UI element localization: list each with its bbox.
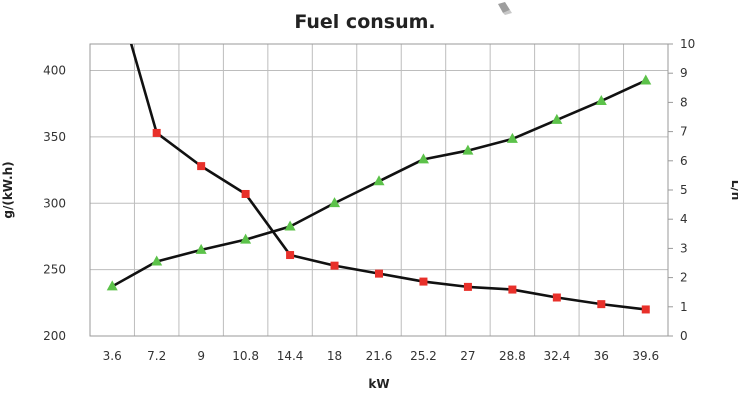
x-axis-tick-label: 9 xyxy=(197,349,205,363)
right-axis-tick-label: 7 xyxy=(680,125,688,139)
series-2-point xyxy=(195,243,207,254)
right-axis-tick-label: 4 xyxy=(680,212,688,226)
left-axis-ticks: 200 250 300 350 400 xyxy=(43,64,66,343)
series-1-point xyxy=(641,305,650,314)
series-1-point xyxy=(375,269,383,278)
series-2-point xyxy=(240,233,252,244)
series-1-point xyxy=(508,285,517,294)
left-axis-tick-label: 250 xyxy=(43,263,66,277)
series-2-point xyxy=(506,132,518,143)
series-2-point xyxy=(595,94,607,105)
series-1-point xyxy=(330,261,339,270)
series-1-point xyxy=(463,282,472,291)
right-axis-tick-label: 10 xyxy=(680,37,695,51)
x-axis-tick-label: 39.6 xyxy=(632,349,659,363)
series-2-point xyxy=(151,255,163,266)
x-axis-tick-label: 18 xyxy=(327,349,342,363)
series-2-point xyxy=(106,280,118,291)
gridlines xyxy=(90,44,668,337)
series-2-point xyxy=(373,175,385,186)
right-axis-tick-label: 1 xyxy=(680,300,688,314)
x-axis-ticks: 3.6 7.2 9 10.8 14.4 18 21.6 25.2 27 28.8 32.4 36 39.… xyxy=(103,349,659,363)
x-axis-label: kW xyxy=(368,377,389,391)
right-axis-tick-label: 2 xyxy=(680,271,688,285)
x-axis-tick-label: 28.8 xyxy=(499,349,526,363)
x-axis-tick-label: 36 xyxy=(594,349,609,363)
right-axis-label: L/h xyxy=(729,180,738,201)
series-1-point xyxy=(597,300,606,309)
x-axis-tick-label: 7.2 xyxy=(147,349,166,363)
x-axis-tick-label: 21.6 xyxy=(366,349,393,363)
left-axis-tick-label: 300 xyxy=(43,196,66,210)
x-axis-tick-label: 3.6 xyxy=(103,349,122,363)
x-axis-tick-label: 10.8 xyxy=(232,349,259,363)
series-1 xyxy=(129,44,650,314)
series-1-point xyxy=(552,293,561,302)
series-2-point xyxy=(462,144,474,155)
series-layer xyxy=(106,44,652,314)
series-1-point xyxy=(197,162,206,171)
series-1-point xyxy=(152,128,161,137)
left-axis-tick-label: 350 xyxy=(43,130,66,144)
left-axis-tick-label: 200 xyxy=(43,329,66,343)
x-axis-tick-label: 14.4 xyxy=(277,349,304,363)
decorative-stamp-icon xyxy=(498,2,512,15)
right-axis-tick-label: 0 xyxy=(680,329,688,343)
x-axis-tick-label: 32.4 xyxy=(543,349,570,363)
series-2-point xyxy=(551,113,563,124)
right-axis-tick-label: 3 xyxy=(680,241,688,255)
series-1-line xyxy=(129,44,646,311)
series-1-point xyxy=(241,189,250,198)
right-axis-tick-label: 5 xyxy=(680,183,688,197)
series-2-point xyxy=(417,153,429,164)
right-axis-tick-label: 9 xyxy=(680,66,688,80)
x-axis-tick-label: 27 xyxy=(460,349,475,363)
right-axis-tick-label: 8 xyxy=(680,95,688,109)
series-2 xyxy=(106,74,652,291)
series-2-point xyxy=(640,74,652,85)
left-axis-label: g/(kW.h) xyxy=(1,161,15,218)
right-axis-tick-label: 6 xyxy=(680,154,688,168)
series-2-point xyxy=(329,197,341,208)
series-1-point xyxy=(286,251,295,260)
plot-frame xyxy=(89,43,669,337)
right-axis-ticks: 0 1 2 3 4 5 6 7 8 9 10 xyxy=(668,37,695,343)
left-axis-tick-label: 400 xyxy=(43,64,66,78)
series-1-point xyxy=(419,277,428,286)
chart-title: Fuel consum. xyxy=(294,11,435,33)
series-2-point xyxy=(284,220,296,231)
x-axis-tick-label: 25.2 xyxy=(410,349,437,363)
